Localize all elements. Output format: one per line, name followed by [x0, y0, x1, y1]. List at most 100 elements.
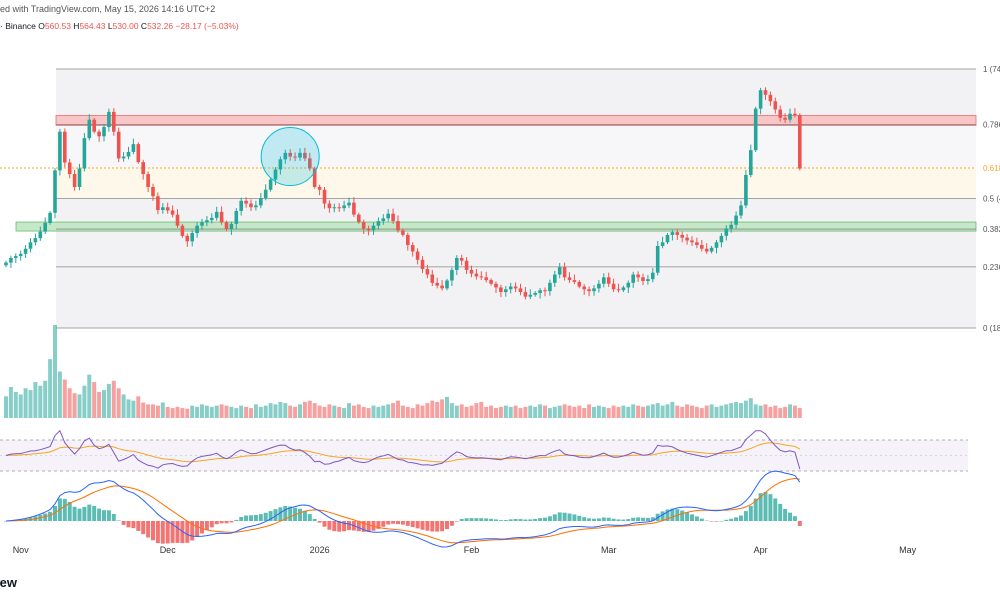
candle-body: [381, 218, 386, 222]
candle-body: [621, 287, 626, 291]
volume-bar: [366, 408, 371, 418]
macd-histogram-bar: [72, 506, 77, 521]
macd-histogram-bar: [366, 521, 371, 532]
volume-bar: [4, 396, 8, 418]
macd-histogram-bar: [111, 513, 116, 521]
ohlc-key: O: [38, 21, 45, 31]
candle-body: [459, 257, 464, 261]
volume-bar: [23, 388, 28, 418]
macd-histogram-bar: [155, 521, 160, 544]
ohlc-key: H: [73, 21, 80, 31]
macd-histogram-bar: [513, 519, 518, 521]
volume-bar: [435, 401, 440, 418]
fib-band-yellow: [56, 167, 976, 199]
macd-histogram-bar: [670, 508, 675, 521]
macd-histogram-bar: [136, 521, 141, 531]
macd-histogram-bar: [322, 521, 327, 527]
time-axis-label: 2026: [310, 545, 330, 555]
macd-histogram-bar: [342, 521, 347, 532]
resistance-zone: [55, 115, 977, 126]
volume-bar: [244, 406, 249, 418]
macd-histogram-bar: [606, 517, 611, 521]
macd-histogram-bar: [783, 508, 788, 521]
volume-bar: [621, 405, 626, 418]
macd-histogram-bar: [278, 507, 283, 521]
volume-bar: [606, 408, 611, 418]
fib-label: 0.5 (4: [983, 195, 1000, 204]
macd-histogram-bar: [82, 506, 87, 521]
candle-body: [420, 259, 425, 270]
macd-histogram-bar: [185, 521, 190, 543]
macd-histogram-bar: [557, 512, 562, 521]
candle-body: [249, 203, 253, 208]
volume-bar: [552, 406, 557, 418]
candle-body: [205, 220, 209, 223]
fib-retracement[interactable]: 1 (74 0.786 0.618 0.5 (4 0.382 0.236 0 (18: [0, 65, 1000, 333]
volume-bar: [660, 405, 665, 418]
volume-bar: [611, 405, 616, 418]
volume-bar: [249, 408, 253, 418]
candle-body: [749, 150, 753, 175]
candle-body: [77, 168, 82, 187]
macd-histogram-bar: [249, 515, 253, 521]
macd-histogram-bar: [704, 520, 709, 522]
ohlc-key: C: [140, 21, 148, 31]
macd-histogram-bar: [288, 506, 293, 521]
macd-histogram-bar: [498, 520, 503, 521]
candle-body: [298, 152, 302, 158]
macd-histogram-bar: [543, 517, 547, 521]
volume-bar: [797, 408, 802, 418]
volume-bar: [582, 408, 587, 418]
macd-histogram-bar: [400, 521, 405, 525]
candle-body: [450, 269, 454, 281]
macd-histogram-bar: [459, 518, 464, 521]
candle-body: [675, 232, 680, 235]
volume-bar: [288, 405, 293, 418]
candle-body: [557, 267, 562, 275]
volume-bar: [396, 400, 400, 418]
candle-body: [28, 242, 33, 249]
volume-bar: [195, 406, 200, 418]
macd-histogram-bar: [337, 521, 342, 532]
candle-body: [690, 240, 694, 243]
volume-bar: [204, 405, 209, 418]
macd-histogram-bar: [273, 509, 278, 521]
volume-bar: [391, 403, 396, 418]
candle-body: [87, 119, 92, 139]
macd-histogram-bar: [121, 521, 126, 525]
fib-label: 0.236: [983, 263, 1000, 272]
candle-body: [92, 119, 96, 132]
candle-body: [63, 131, 67, 163]
candle-body: [646, 279, 650, 281]
candle-body: [714, 242, 719, 248]
fib-band: [56, 124, 976, 168]
macd-histogram-bar: [200, 521, 204, 534]
macd-histogram-bar: [62, 498, 67, 521]
macd-histogram-bar: [67, 502, 72, 521]
candle-body: [513, 286, 518, 289]
macd-histogram-bar: [729, 518, 734, 521]
candle-body: [112, 111, 116, 132]
candle-body: [406, 234, 410, 246]
candle-body: [175, 214, 180, 226]
candle-body: [278, 159, 283, 170]
volume-bar: [474, 403, 479, 418]
candle-body: [758, 90, 763, 109]
candle-body: [165, 207, 170, 211]
macd-histogram-bar: [440, 521, 445, 532]
highlight-circle: [260, 127, 320, 187]
volume-bar: [440, 399, 445, 418]
time-axis-label: Mar: [601, 545, 617, 555]
candle-body: [396, 221, 400, 231]
volume-bar: [459, 404, 464, 418]
volume-bar: [283, 403, 288, 418]
volume-bar: [778, 408, 783, 418]
macd-histogram-bar: [92, 505, 97, 521]
volume-bar: [332, 405, 337, 418]
macd-histogram-bar: [77, 508, 82, 521]
macd-histogram-bar: [141, 521, 146, 535]
candle-body: [445, 280, 449, 289]
macd-histogram-bar: [690, 514, 694, 521]
volume-bar: [743, 400, 748, 418]
